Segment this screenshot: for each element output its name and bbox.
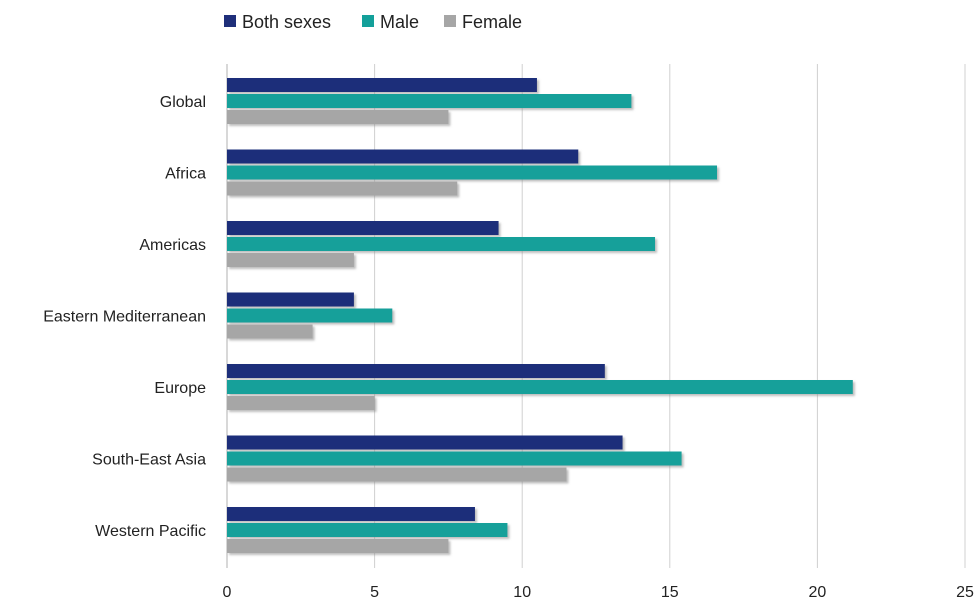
- x-tick-label-20: 20: [809, 584, 827, 601]
- bar-americas-male: [227, 237, 656, 251]
- bar-south-east-asia-both-sexes: [227, 435, 623, 450]
- category-label-global: Global: [160, 94, 206, 111]
- x-tick-label-10: 10: [513, 584, 531, 601]
- category-label-africa: Africa: [165, 166, 206, 183]
- bar-global-both-sexes: [227, 78, 537, 92]
- legend-label-both-sexes: Both sexes: [242, 12, 331, 32]
- bar-europe-male: [227, 380, 853, 394]
- bar-americas-both-sexes: [227, 221, 499, 235]
- legend-label-female: Female: [462, 12, 522, 32]
- x-tick-label-15: 15: [661, 584, 679, 601]
- bar-south-east-asia-male: [227, 451, 682, 466]
- bar-africa-female: [227, 181, 458, 196]
- legend: Both sexes Male Female: [224, 12, 522, 32]
- bar-south-east-asia-female: [227, 467, 567, 482]
- bars: [227, 78, 853, 553]
- bar-eastern-mediterranean-both-sexes: [227, 292, 354, 307]
- category-label-americas: Americas: [139, 237, 206, 254]
- bar-europe-both-sexes: [227, 364, 605, 378]
- legend-swatch-male: [362, 15, 374, 27]
- gridlines: [226, 64, 966, 568]
- bar-western-pacific-both-sexes: [227, 507, 475, 521]
- bar-global-male: [227, 94, 632, 108]
- x-tick-label-5: 5: [370, 584, 379, 601]
- legend-swatch-both-sexes: [224, 15, 236, 27]
- bar-americas-female: [227, 253, 354, 267]
- category-label-europe: Europe: [154, 380, 206, 397]
- x-tick-label-0: 0: [223, 584, 232, 601]
- category-labels: Global Africa Americas Eastern Mediterranea…: [43, 94, 206, 540]
- x-axis-tick-labels: 0 5 10 15 20 25: [223, 584, 974, 601]
- legend-swatch-female: [444, 15, 456, 27]
- bar-global-female: [227, 110, 449, 124]
- category-label-south-east-asia: South-East Asia: [92, 452, 206, 469]
- category-label-eastern-mediterranean: Eastern Mediterranean: [43, 309, 206, 326]
- bar-africa-male: [227, 165, 718, 180]
- legend-label-male: Male: [380, 12, 419, 32]
- bar-western-pacific-female: [227, 539, 449, 553]
- bar-eastern-mediterranean-male: [227, 308, 393, 323]
- bar-western-pacific-male: [227, 523, 508, 537]
- bar-eastern-mediterranean-female: [227, 324, 313, 339]
- bar-africa-both-sexes: [227, 149, 579, 164]
- x-tick-label-25: 25: [956, 584, 974, 601]
- category-label-western-pacific: Western Pacific: [95, 523, 206, 540]
- bar-europe-female: [227, 396, 375, 410]
